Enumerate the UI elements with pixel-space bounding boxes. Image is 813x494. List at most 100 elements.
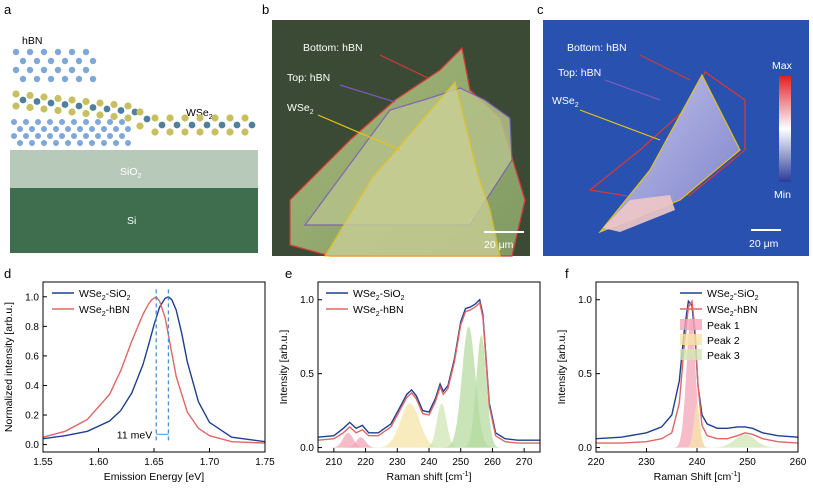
se-atom [96,99,104,107]
series-line [317,298,540,441]
legend-main: WSe [353,304,376,316]
hbn-atom-bottom [47,133,53,139]
se-atom [226,128,234,136]
peak-fill [327,432,369,448]
x-tick-label: 260 [790,457,807,468]
y-tick-label: 0.5 [578,369,592,380]
legend-main: WSe [353,288,376,300]
panel-letter-f: f [565,266,569,281]
colorbar-min-label: Min [774,189,791,201]
se-atom [12,90,20,98]
top-hbn-pointer-b [339,84,396,103]
plot-frame [42,281,266,453]
panel-letter-e: e [285,266,292,281]
se-atom [241,128,249,136]
peak-fill [371,403,448,448]
x-axis-label-sup: -1 [731,471,737,478]
legend-swatch [680,334,702,345]
hbn-atom-bottom [83,133,89,139]
legend-label: WSe2-hBN [79,304,130,318]
series-line [317,301,540,444]
w-atom [233,121,241,129]
hbn-atom-top [40,66,48,74]
hbn-atom-bottom [29,126,35,132]
y-tick-label: 0.4 [25,381,39,392]
series-line [42,295,266,443]
hbn-atom-bottom [119,133,125,139]
scalebar-label-c: 20 μm [749,238,779,250]
hbn-atom-bottom [77,140,83,146]
se-atom [26,103,34,112]
se-atom [54,106,62,115]
hbn-atom-bottom [23,119,29,125]
se-atom [124,114,132,122]
legend-label: WSe2-SiO2 [353,288,405,302]
x-tick-label: 220 [588,457,605,468]
panel-d: d 1.55 1.60 1.65 1.70 1.75 0.0 0.2 0.4 0.6 0.8 1.0… [3,266,275,483]
hbn-atom-top [47,75,55,83]
w-atom [218,121,226,129]
colorbar [779,76,791,182]
hbn-atom-bottom [17,140,23,146]
hbn-atom-bottom [65,140,71,146]
hbn-atom-top [68,66,76,74]
si-label: Si [127,215,136,227]
panel-b: b Bottom: hBN Top: hBN WSe2 20 μm [262,2,530,257]
w-atom [158,121,166,129]
panel-letter-a: a [4,2,12,17]
y-tick-label: 0.6 [25,351,39,362]
hbn-atom-bottom [89,126,95,132]
w-atom [188,121,196,129]
x-tick-label: 1.65 [144,457,164,468]
wse2-label-c: WSe2 [552,95,579,109]
hbn-atom-bottom [35,119,41,125]
w-atom [33,98,41,105]
hbn-atom-bottom [119,119,125,125]
shift-annotation: 11 meV [117,429,152,441]
x-tick-label: 1.75 [255,457,275,468]
y-tick-label: 0.0 [578,443,592,454]
hbn-atom-bottom [41,126,47,132]
se-atom [12,102,20,110]
hbn-atom-top [12,48,20,56]
legend-rest: -SiO [734,288,755,300]
legend-sub: 2 [376,295,380,302]
hbn-atom-bottom [41,140,47,146]
se-atom [82,109,90,118]
hbn-atom-top [12,66,20,74]
se-atom [96,111,104,119]
legend-label: Peak 1 [707,320,740,332]
hbn-atom-bottom [125,140,131,146]
hbn-atom-bottom [65,126,71,132]
y-tick-label: 1.0 [578,295,592,306]
se-atom [26,91,34,100]
legend-label: WSe2-hBN [707,304,758,318]
hbn-atom-bottom [95,119,101,125]
panel-letter-c: c [537,2,544,17]
hbn-atom-top [47,57,55,65]
w-atom [117,107,125,114]
se-atom [136,122,144,130]
legend-label: Peak 2 [707,335,740,347]
peak-fill [442,326,496,448]
hbn-atom-bottom [83,119,89,125]
w-atom [61,101,69,108]
legend-label: WSe2-SiO2 [707,288,759,302]
legend-sub: 2 [102,295,106,302]
hbn-atom-top [89,57,97,65]
sio2-layer [10,150,258,188]
hbn-label: hBN [22,35,42,47]
legend-label: Peak 3 [707,350,740,362]
panel-e: e 210 220 230 240 250 260 270 0.0 0.5 1.0 Raman sh… [278,266,541,483]
se-atom [151,128,159,136]
legend-rest: -hBN [380,304,404,316]
se-atom [82,97,90,106]
se-atom [40,105,48,113]
w-atom [203,121,211,129]
se-atom [151,114,159,122]
hbn-atom-top [54,66,62,74]
w-atom [89,104,97,111]
w-atom [143,115,151,123]
sio2-label: SiO2 [120,166,142,180]
se-atom [136,108,144,116]
